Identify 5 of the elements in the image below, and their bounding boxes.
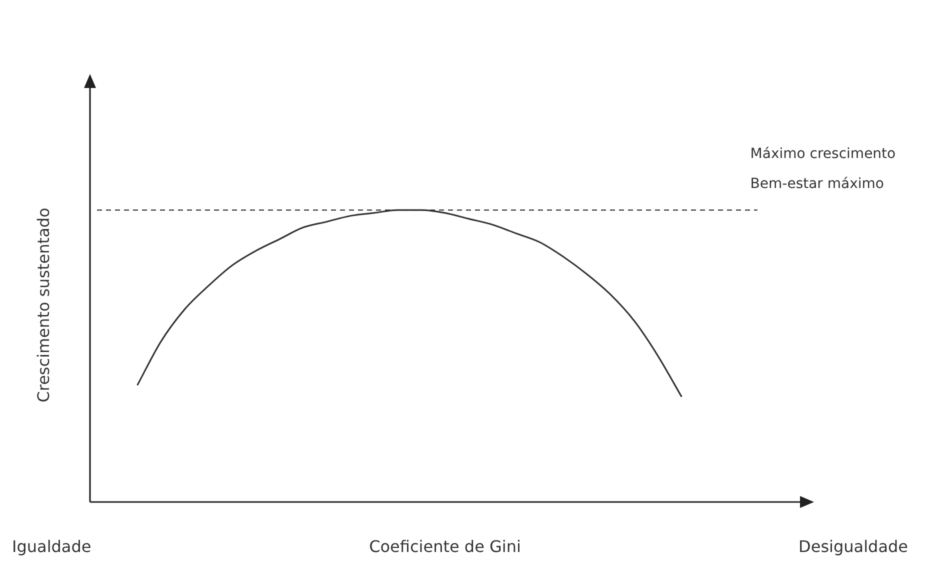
x-axis-title: Coeficiente de Gini <box>369 537 521 556</box>
text: Desigualdade <box>798 537 908 556</box>
y-axis-title: Crescimento sustentado <box>34 208 54 402</box>
ref-line-label: Máximo crescimento Bem-estar máximo <box>750 146 896 192</box>
text: Igualdade <box>12 537 92 556</box>
